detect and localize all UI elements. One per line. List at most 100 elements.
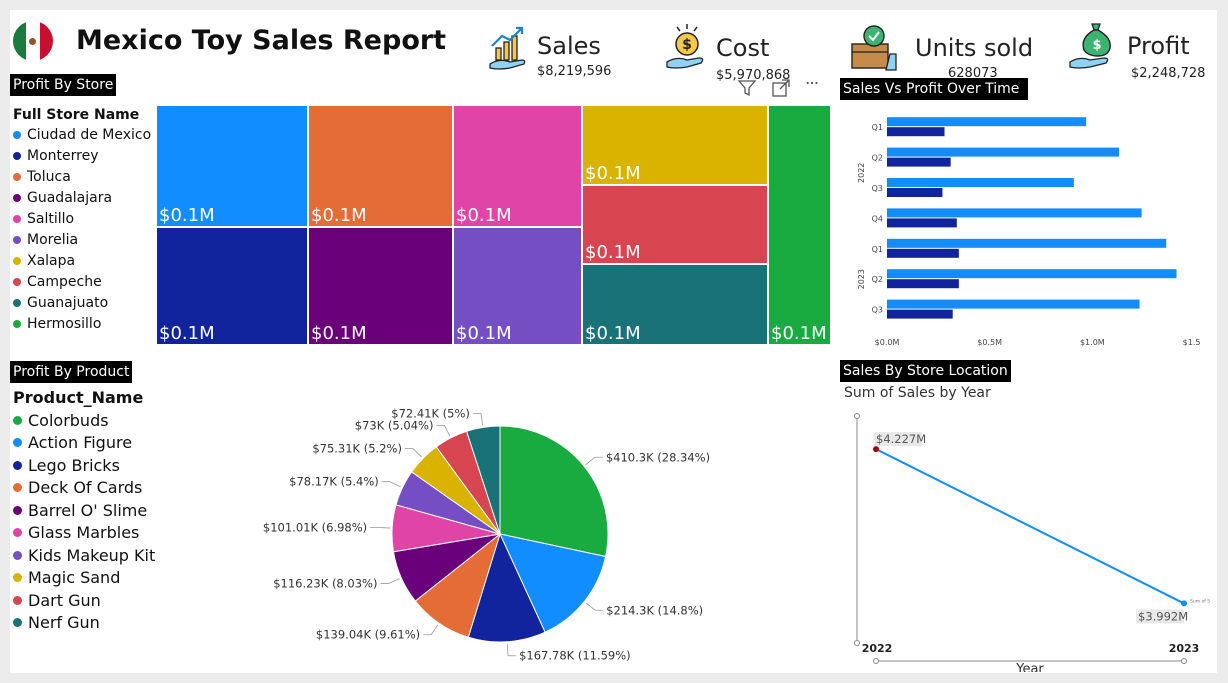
quarter-tick-label: Q1 <box>872 245 883 254</box>
pie-leader-line <box>370 526 391 529</box>
product-legend-item[interactable]: Barrel O' Slime <box>13 499 173 522</box>
product-legend-item[interactable]: Action Figure <box>13 432 173 455</box>
treemap-label: $0.1M <box>456 205 512 226</box>
pie-slice[interactable] <box>499 425 609 558</box>
filter-icon[interactable] <box>737 78 757 98</box>
treemap-cell[interactable]: $0.1M <box>453 105 582 227</box>
quarter-tick-label: Q3 <box>872 306 883 315</box>
sales-bar[interactable] <box>887 269 1177 279</box>
product-legend-item[interactable]: Magic Sand <box>13 567 173 590</box>
product-legend-title: Product_Name <box>13 388 144 407</box>
product-legend-item[interactable]: Dart Gun <box>13 589 173 612</box>
line-point[interactable] <box>1181 600 1187 607</box>
store-legend-item[interactable]: Morelia <box>13 229 158 250</box>
svg-text:$: $ <box>1092 38 1101 53</box>
kpi-profit-label: Profit <box>1127 32 1190 60</box>
page-title: Mexico Toy Sales Report <box>76 25 447 56</box>
legend-label: Toluca <box>27 168 71 185</box>
legend-marker <box>13 298 21 307</box>
axis-handle[interactable] <box>854 413 860 419</box>
sales-bar[interactable] <box>887 299 1140 309</box>
pie-leader-line <box>506 643 517 657</box>
sales-bar[interactable] <box>887 208 1142 218</box>
pie-leader-line <box>472 413 484 426</box>
product-legend-item[interactable]: Glass Marbles <box>13 522 173 545</box>
treemap-cell[interactable]: $0.1M <box>156 105 308 227</box>
pie-slice[interactable] <box>467 532 546 643</box>
treemap-cell[interactable]: $0.1M <box>156 227 308 345</box>
kpi-sales-value: $8,219,596 <box>537 64 612 79</box>
line-point[interactable] <box>873 446 879 453</box>
pie-slice[interactable] <box>499 533 607 633</box>
product-legend-item[interactable]: Nerf Gun <box>13 612 173 635</box>
store-legend-item[interactable]: Guanajuato <box>13 292 158 313</box>
treemap-cell[interactable]: $0.1M <box>582 185 768 264</box>
visual-toolbar: ··· <box>735 74 835 100</box>
pie-leader-line <box>585 456 603 466</box>
treemap-cell[interactable]: $0.1M <box>308 105 453 227</box>
product-legend-item[interactable]: Deck Of Cards <box>13 477 173 500</box>
profit-bar[interactable] <box>887 127 945 137</box>
flag-stripe-white <box>26 21 40 61</box>
product-legend-item[interactable]: Colorbuds <box>13 409 173 432</box>
profit-treemap[interactable]: $0.1M $0.1M $0.1M $0.1M $0.1M $0.1M $0.1M $0.1M… <box>156 105 831 345</box>
sales-bar[interactable] <box>887 147 1120 157</box>
treemap-label: $0.1M <box>585 242 641 263</box>
data-label-bg <box>874 432 922 447</box>
store-legend-item[interactable]: Toluca <box>13 166 158 187</box>
x-tick-label: 2023 <box>1169 642 1200 655</box>
sales-vs-profit-chart[interactable]: Q1 Q2 Q3 Q4 2022 Q1 Q2 Q3 2023 $0.0M $0.5M $1.0M $1.… <box>840 102 1200 347</box>
product-legend-item[interactable]: Lego Bricks <box>13 454 173 477</box>
quarter-tick-label: Q4 <box>872 214 883 223</box>
store-legend-item[interactable]: Campeche <box>13 271 158 292</box>
treemap-label: $0.1M <box>159 205 215 226</box>
legend-marker <box>13 595 22 605</box>
treemap-cell[interactable]: $0.1M <box>308 227 453 345</box>
x-tick-label: 2022 <box>862 642 893 655</box>
profit-bar[interactable] <box>887 157 951 167</box>
legend-label: Action Figure <box>28 433 133 453</box>
sales-bar[interactable] <box>887 178 1074 187</box>
legend-marker <box>13 214 21 223</box>
pie-data-label: $139.04K (9.61%) <box>316 628 420 642</box>
kpi-sales: Sales $8,219,596 <box>488 20 638 79</box>
legend-label: Kids Makeup Kit <box>28 545 156 565</box>
axis-handle[interactable] <box>873 658 879 664</box>
store-legend-item[interactable]: Guadalajara <box>13 187 158 208</box>
sales-growth-icon <box>489 26 526 70</box>
focus-mode-icon[interactable] <box>771 78 791 98</box>
profit-bar[interactable] <box>887 309 953 319</box>
store-legend-item[interactable]: Saltillo <box>13 208 158 229</box>
treemap-cell[interactable]: $0.1M <box>582 105 768 185</box>
sales-line[interactable] <box>875 448 1185 605</box>
sales-bar[interactable] <box>887 117 1087 127</box>
quarter-tick-label: Q2 <box>872 275 883 284</box>
profit-bar[interactable] <box>887 248 959 258</box>
store-legend-item[interactable]: Hermosillo <box>13 313 158 334</box>
axis-handle[interactable] <box>854 640 860 646</box>
treemap-cell[interactable]: $0.1M <box>453 227 582 345</box>
product-legend-item[interactable]: Kids Makeup Kit <box>13 544 173 567</box>
kpi-cost: $ Cost $5,970,868 <box>665 22 815 83</box>
pie-slice[interactable] <box>465 425 501 535</box>
store-legend-item[interactable]: Ciudad de Mexico <box>13 124 158 145</box>
treemap-label: $0.1M <box>771 323 827 344</box>
store-legend-item[interactable]: Monterrey <box>13 145 158 166</box>
treemap-cell[interactable]: $0.1M <box>768 105 831 345</box>
profit-by-product-pie[interactable]: $410.3K (28.34%) $214.3K (14.8%) $167.78K … <box>230 380 750 670</box>
treemap-cell[interactable]: $0.1M <box>582 264 768 345</box>
store-legend-item[interactable]: Xalapa <box>13 250 158 271</box>
profit-bar[interactable] <box>887 188 943 197</box>
quarter-tick-label: Q3 <box>872 184 883 193</box>
pie-data-label: $410.3K (28.34%) <box>606 450 710 464</box>
legend-label: Barrel O' Slime <box>28 500 148 520</box>
axis-handle[interactable] <box>1181 658 1187 664</box>
more-options-icon[interactable]: ··· <box>805 74 819 94</box>
legend-label: Campeche <box>27 273 102 290</box>
store-legend-items: Ciudad de Mexico Monterrey Toluca Guadalaja… <box>13 124 158 334</box>
profit-bar[interactable] <box>887 279 959 289</box>
profit-bar[interactable] <box>887 218 957 228</box>
sales-bar[interactable] <box>887 238 1167 248</box>
kpi-units-sold: Units sold 628073 <box>846 22 1036 81</box>
